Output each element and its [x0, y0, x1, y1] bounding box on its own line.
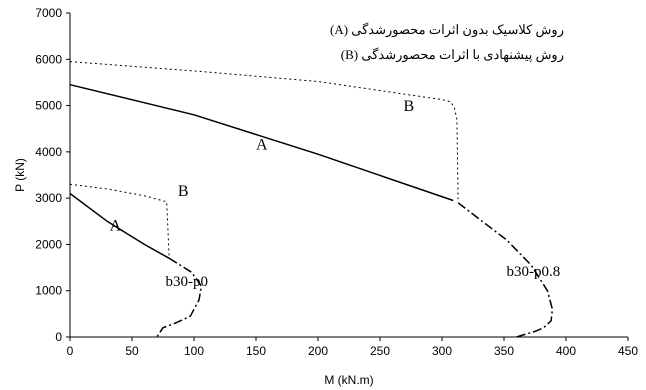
x-tick-label: 350	[494, 344, 514, 358]
y-tick-label: 1000	[35, 284, 62, 298]
x-tick-label: 300	[432, 344, 452, 358]
series-label: b30-p0	[165, 274, 208, 290]
y-tick-label: 3000	[35, 191, 62, 205]
x-tick-label: 200	[308, 344, 328, 358]
y-tick-label: 5000	[35, 99, 62, 113]
legend-entry-a: (A) روش کلاسیک بدون اثرات محصورشدگی	[330, 22, 564, 38]
x-axis-label: M (kN.m)	[324, 373, 373, 387]
y-tick-label: 7000	[35, 6, 62, 20]
curve-label-a: A	[110, 218, 122, 235]
curve-label-b: B	[404, 98, 415, 115]
legend-a-key: (A)	[330, 22, 348, 37]
legend-a-text: روش کلاسیک بدون اثرات محصورشدگی	[351, 22, 564, 38]
series-label: b30-p0.8	[506, 264, 560, 280]
y-axis-label: P (kN)	[13, 158, 27, 192]
curve-label-b: B	[178, 183, 189, 200]
legend-b-key: (B)	[341, 47, 358, 62]
x-tick-label: 50	[125, 344, 139, 358]
y-tick-label: 2000	[35, 237, 62, 251]
x-tick-label: 400	[556, 344, 576, 358]
curve-label-a: A	[256, 137, 268, 154]
x-tick-label: 250	[370, 344, 390, 358]
legend-b-text: روش پیشنهادی با اثرات محصورشدگی	[361, 47, 564, 63]
y-tick-label: 0	[55, 330, 62, 344]
x-tick-label: 100	[184, 344, 204, 358]
y-tick-label: 4000	[35, 145, 62, 159]
x-tick-label: 150	[246, 344, 266, 358]
y-tick-label: 6000	[35, 52, 62, 66]
legend-entry-b: (B) روش پیشنهادی با اثرات محصورشدگی	[341, 47, 564, 63]
x-tick-label: 450	[618, 344, 638, 358]
x-tick-label: 0	[67, 344, 74, 358]
